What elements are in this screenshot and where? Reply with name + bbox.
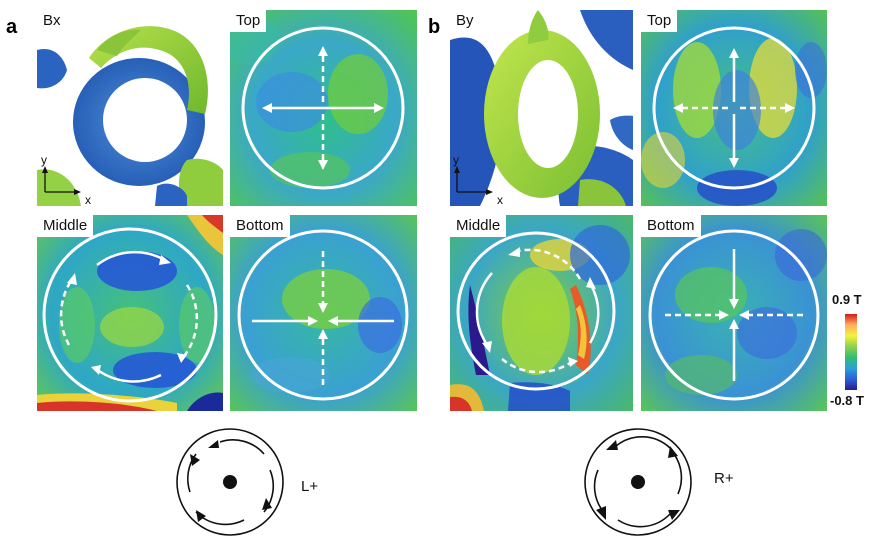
top-slice-map [230, 10, 417, 206]
component-label: Bx [37, 10, 67, 32]
panel-b-top-slice: Top [641, 10, 827, 206]
slice-label-middle: Middle [37, 215, 94, 237]
slice-label-top: Top [641, 10, 678, 32]
slice-label-bottom: Bottom [230, 215, 290, 237]
colorbar-min-label: -0.8 T [830, 393, 864, 408]
panel-b-middle-slice: Middle [450, 215, 633, 411]
chirality-label-a: L+ [301, 478, 319, 495]
colorbar-max-label: 0.9 T [832, 292, 862, 307]
panel-a-chirality-schematic [176, 428, 284, 536]
component-label: By [450, 10, 480, 32]
panel-b-chirality-schematic [584, 428, 692, 536]
x-axis-label: x [85, 193, 91, 206]
slice-label-middle: Middle [450, 215, 507, 237]
bx-isosurface-render: y x [37, 10, 223, 206]
slice-label-top: Top [230, 10, 267, 32]
bottom-slice-map [641, 215, 827, 411]
y-axis-label: y [41, 153, 47, 167]
chirality-label-b: R+ [714, 470, 734, 487]
y-axis-label: y [453, 153, 459, 167]
top-slice-map [641, 10, 827, 206]
panel-a-letter: a [6, 16, 18, 38]
panel-b-isosurface-by: y x By [450, 10, 633, 206]
x-axis-label: x [497, 193, 503, 206]
bottom-slice-map [230, 215, 417, 411]
panel-a-isosurface-bx: y x Bx [37, 10, 223, 206]
panel-b-bottom-slice: Bottom [641, 215, 827, 411]
middle-slice-map [37, 215, 223, 411]
slice-label-bottom: Bottom [641, 215, 701, 237]
panel-a-top-slice: Top [230, 10, 417, 206]
colorbar [845, 314, 857, 390]
panel-b-letter: b [428, 16, 441, 38]
middle-slice-map [450, 215, 633, 411]
panel-a-middle-slice: Middle [37, 215, 223, 411]
by-isosurface-render: y x [450, 10, 633, 206]
panel-a-bottom-slice: Bottom [230, 215, 417, 411]
